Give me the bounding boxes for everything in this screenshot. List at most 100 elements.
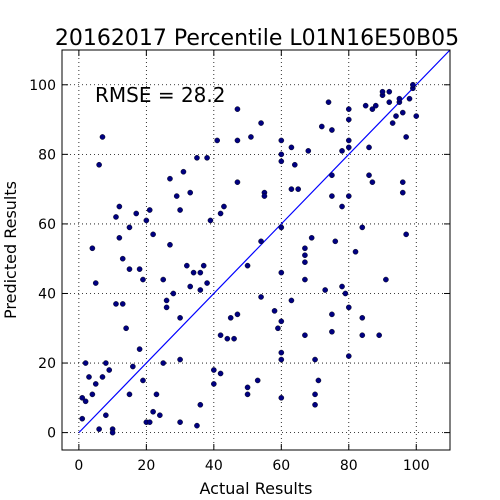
data-point [302,252,308,259]
data-point [369,106,376,112]
data-point [366,144,372,151]
data-point [352,248,359,255]
data-point [295,186,301,192]
data-point [167,241,173,248]
data-point [342,290,349,297]
data-point [383,276,389,283]
data-point [167,175,173,182]
data-point [366,172,372,179]
data-point [278,151,285,158]
data-point [146,419,153,425]
data-point [82,398,89,405]
data-point [160,276,167,283]
x-tick-label: 20 [137,458,155,474]
data-point [329,311,335,318]
data-point [308,235,315,241]
data-point [194,422,200,429]
data-point [345,106,352,112]
data-point [329,127,335,133]
data-point [376,332,382,339]
y-tick-label: 0 [47,426,56,442]
data-point [234,179,241,185]
data-point [248,134,254,140]
y-tick-label: 40 [38,286,56,302]
data-point [99,374,106,380]
data-point [345,137,352,144]
data-point [99,134,106,140]
data-point [234,106,241,112]
data-point [92,381,99,387]
data-point [211,381,217,387]
data-point [339,283,345,290]
data-point [291,161,298,168]
data-point [359,224,366,231]
x-tick-label: 80 [340,458,358,474]
data-point [312,401,318,408]
data-point [217,210,224,217]
data-point [386,88,393,95]
chart-title: 20162017 Percentile L01N16E50B05 [55,26,459,51]
data-point [369,179,376,185]
data-point [173,193,180,199]
data-point [244,262,251,269]
data-point [197,401,204,408]
data-point [150,408,156,415]
y-axis-label: Predicted Results [1,181,20,319]
data-point [278,318,285,325]
data-point [244,391,251,398]
data-point [288,186,295,192]
data-point [359,315,366,321]
data-point [315,377,322,384]
data-point [136,346,143,352]
data-point [217,370,224,377]
data-point [406,95,413,102]
data-point [322,287,328,293]
data-point [150,231,156,238]
data-point [126,266,133,272]
data-point [126,224,133,231]
data-point [96,426,102,432]
data-point [89,245,96,252]
data-point [197,287,204,293]
data-point [329,193,335,199]
data-point [372,102,379,109]
data-point [413,113,420,119]
data-point [302,332,308,339]
data-point [79,395,86,401]
data-point [217,332,224,339]
data-point [410,81,416,88]
data-point [157,412,163,419]
data-point [103,412,109,419]
y-tick-label: 100 [29,78,56,94]
data-point [288,144,295,151]
x-axis-label: Actual Results [200,479,313,498]
y-tick-label: 60 [38,217,56,233]
data-point [271,308,278,314]
data-point [386,99,393,105]
data-point [329,328,335,335]
data-point [258,294,264,300]
data-point [204,155,210,161]
data-point [305,148,312,154]
data-point [278,269,285,276]
data-point [140,377,146,384]
data-point [261,193,268,199]
data-point [194,155,200,161]
data-point [399,179,406,185]
data-point [278,349,285,356]
plot-area: 0 20 40 60 80 100 0 20 40 60 80 100 [29,49,451,474]
data-point [211,367,217,373]
data-point [92,280,99,286]
data-point [184,262,190,269]
data-point [318,123,325,130]
data-point [339,148,345,154]
data-point [123,325,129,332]
data-point [234,311,241,318]
data-point [325,99,332,105]
data-point [278,224,285,231]
data-point [133,210,140,217]
data-point [200,262,207,269]
data-point [221,203,227,210]
data-point [224,335,231,342]
